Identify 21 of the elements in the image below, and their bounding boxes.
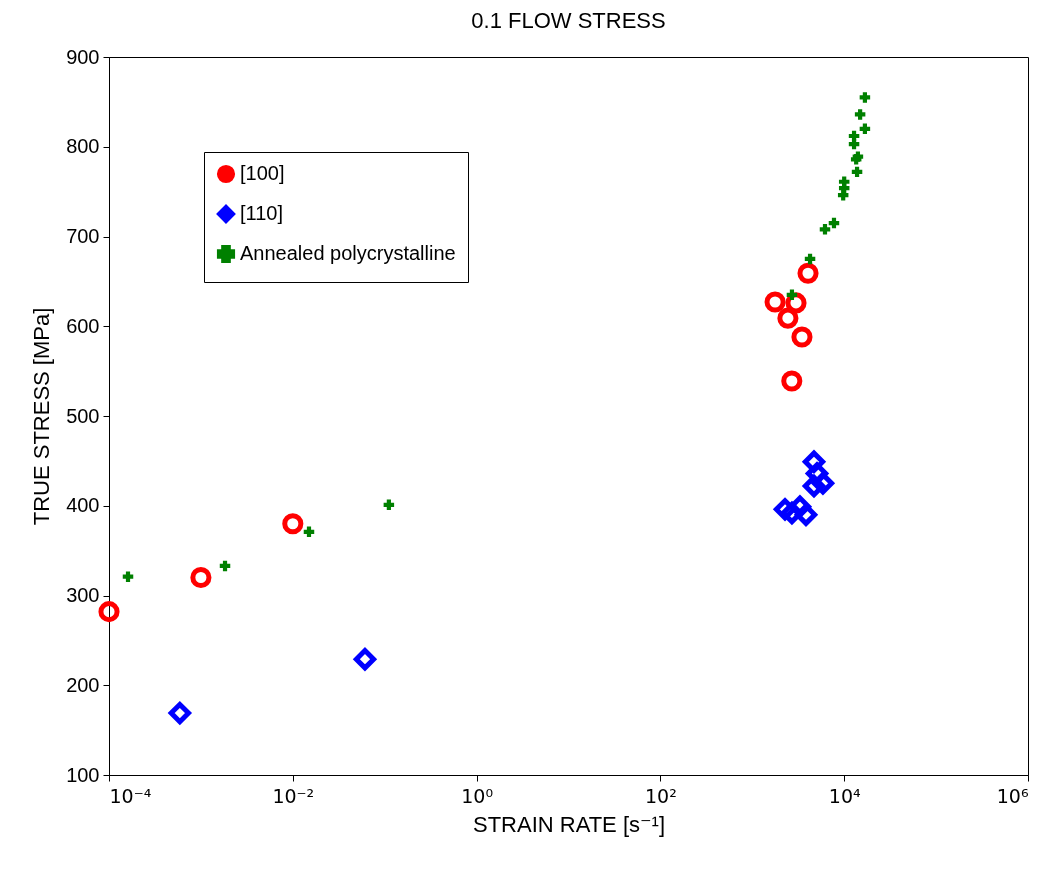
legend-label: [110] (240, 202, 283, 224)
y-tick-label: 900 (66, 45, 100, 68)
x-axis-title: STRAIN RATE [s⁻¹] (472, 811, 666, 837)
y-tick-label: 300 (66, 584, 100, 606)
legend-label: Annealed polycrystalline (240, 242, 456, 264)
y-tick-label: 700 (66, 225, 100, 247)
y-tick-label: 200 (66, 673, 100, 696)
y-tick-label: 400 (66, 494, 100, 517)
x-tick-label: 10⁻⁴ (109, 784, 152, 807)
y-tick-label: 100 (66, 763, 100, 786)
chart-title: 0.1 FLOW STRESS (471, 8, 666, 33)
x-tick-label: 10⁴ (828, 784, 861, 807)
y-tick-label: 800 (66, 135, 100, 158)
y-axis-title: TRUE STRESS [MPa] (29, 307, 55, 526)
x-tick-label: 10⁶ (996, 784, 1029, 807)
x-tick-label: 10⁻² (272, 784, 315, 807)
x-tick-label: 10² (645, 784, 677, 807)
x-tick-label: 10⁰ (461, 784, 493, 807)
y-tick-label: 600 (66, 314, 100, 337)
legend-label: [100] (240, 162, 285, 184)
y-tick-label: 500 (66, 404, 100, 427)
